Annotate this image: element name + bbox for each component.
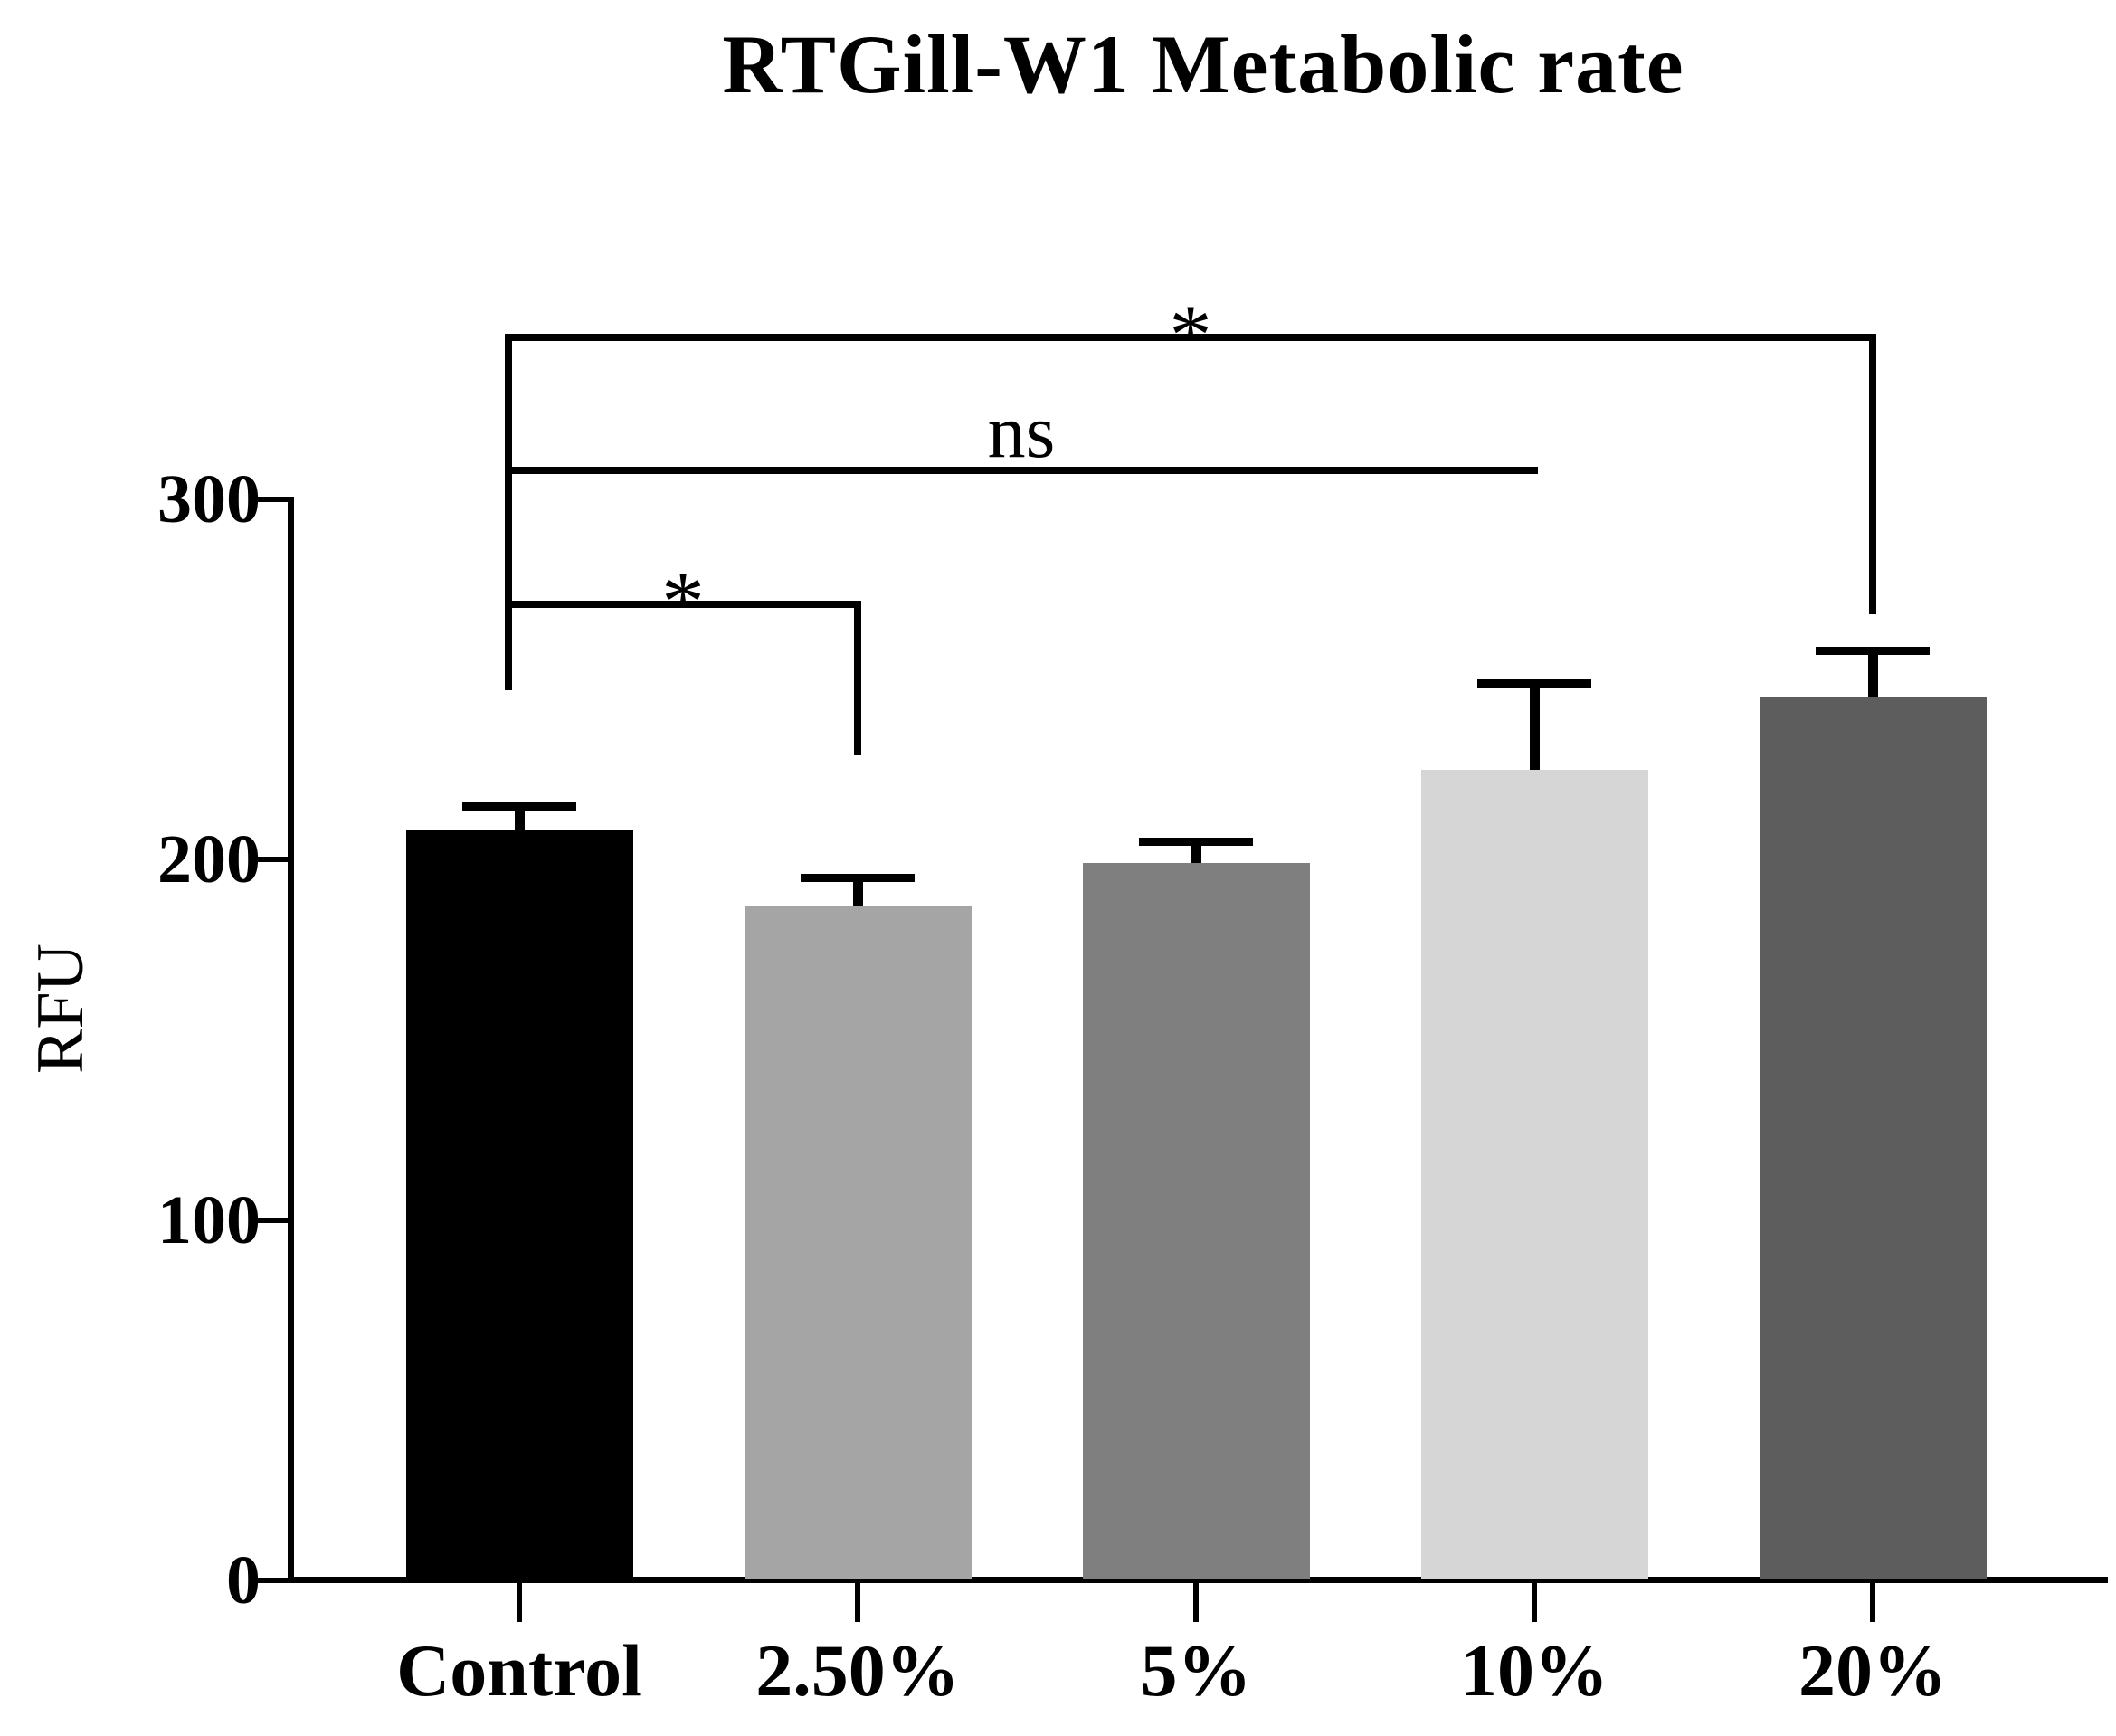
x-category-label: 10% <box>1460 1629 1608 1712</box>
error-bar-stem <box>515 805 525 831</box>
chart-title: RTGill-W1 Metabolic rate <box>722 18 1684 110</box>
x-tick <box>1193 1580 1199 1622</box>
y-axis-line <box>288 499 294 1580</box>
error-bar-cap <box>1816 647 1930 656</box>
error-bar-cap <box>801 874 915 883</box>
x-tick <box>855 1580 860 1622</box>
x-category-label: 5% <box>1140 1629 1252 1712</box>
y-tick <box>252 1217 294 1223</box>
error-bar-stem <box>853 877 863 907</box>
y-axis-label: RFU <box>24 944 98 1074</box>
bracket-line <box>505 333 1876 341</box>
bracket-line <box>505 467 1538 475</box>
bar-10% <box>1420 769 1648 1579</box>
error-bar-stem <box>1191 841 1201 864</box>
x-category-label: 2.50% <box>755 1629 960 1712</box>
y-tick <box>252 1578 294 1583</box>
bar-2.50% <box>744 906 972 1579</box>
bracket-right-stem <box>1869 333 1876 615</box>
significance-label: * <box>661 553 705 650</box>
y-tick-label: 0 <box>226 1542 261 1618</box>
bar-20% <box>1759 697 1987 1579</box>
bar-5% <box>1082 863 1310 1579</box>
error-bar-cap <box>1139 838 1253 847</box>
x-tick <box>1532 1580 1537 1622</box>
x-tick <box>517 1580 522 1622</box>
bracket-line <box>505 600 861 608</box>
y-tick <box>252 857 294 863</box>
x-category-label: 20% <box>1798 1629 1947 1712</box>
significance-label: * <box>1169 286 1212 383</box>
y-tick-label: 200 <box>157 821 261 898</box>
x-category-label: Control <box>396 1629 642 1712</box>
error-bar-stem <box>1530 683 1540 770</box>
error-bar-cap <box>462 802 576 811</box>
bracket-right-stem <box>854 600 861 755</box>
y-tick <box>252 497 294 502</box>
y-tick-label: 100 <box>157 1181 261 1258</box>
error-bar-cap <box>1477 679 1591 688</box>
x-tick <box>1870 1580 1875 1622</box>
x-axis-line <box>288 1577 2108 1583</box>
bracket-left-stem <box>505 333 512 691</box>
bar-Control <box>405 830 633 1579</box>
significance-label: ns <box>987 390 1056 475</box>
error-bar-stem <box>1868 650 1878 698</box>
y-tick-label: 300 <box>157 461 261 537</box>
